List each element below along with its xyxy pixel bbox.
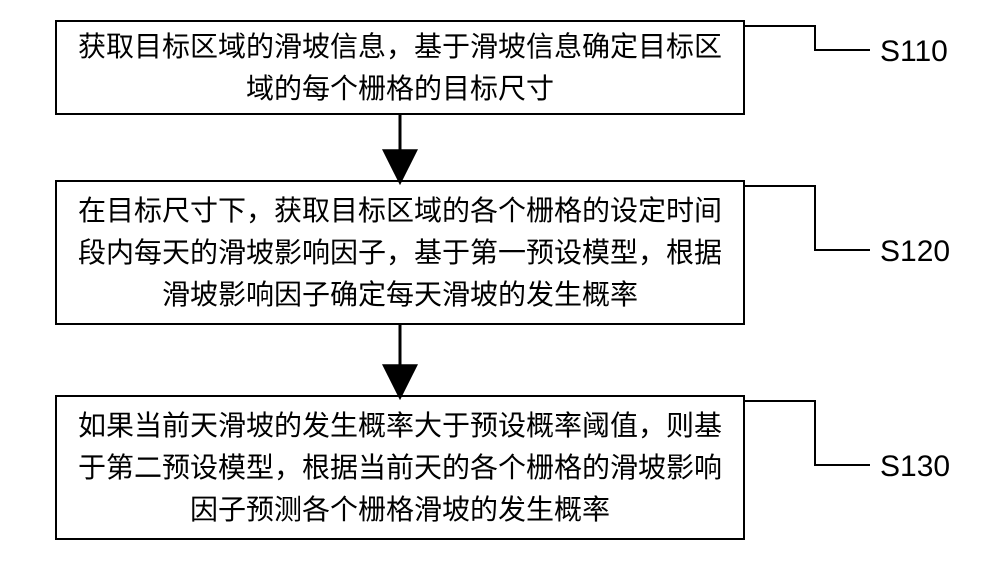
flowchart-node-s110: 获取目标区域的滑坡信息，基于滑坡信息确定目标区域的每个栅格的目标尺寸 [55, 20, 745, 115]
label-connector-s130 [745, 401, 870, 465]
node-text: 如果当前天滑坡的发生概率大于预设概率阈值，则基于第二预设模型，根据当前天的各个栅… [69, 405, 731, 531]
node-text: 在目标尺寸下，获取目标区域的各个栅格的设定时间段内每天的滑坡影响因子，基于第一预… [69, 190, 731, 316]
node-label-s120: S120 [880, 235, 950, 269]
node-label-s130: S130 [880, 450, 950, 484]
node-text: 获取目标区域的滑坡信息，基于滑坡信息确定目标区域的每个栅格的目标尺寸 [69, 26, 731, 110]
flowchart-node-s130: 如果当前天滑坡的发生概率大于预设概率阈值，则基于第二预设模型，根据当前天的各个栅… [55, 395, 745, 540]
node-label-s110: S110 [880, 35, 948, 69]
label-connector-s120 [745, 186, 870, 250]
flowchart-node-s120: 在目标尺寸下，获取目标区域的各个栅格的设定时间段内每天的滑坡影响因子，基于第一预… [55, 180, 745, 325]
label-connector-s110 [745, 26, 870, 50]
